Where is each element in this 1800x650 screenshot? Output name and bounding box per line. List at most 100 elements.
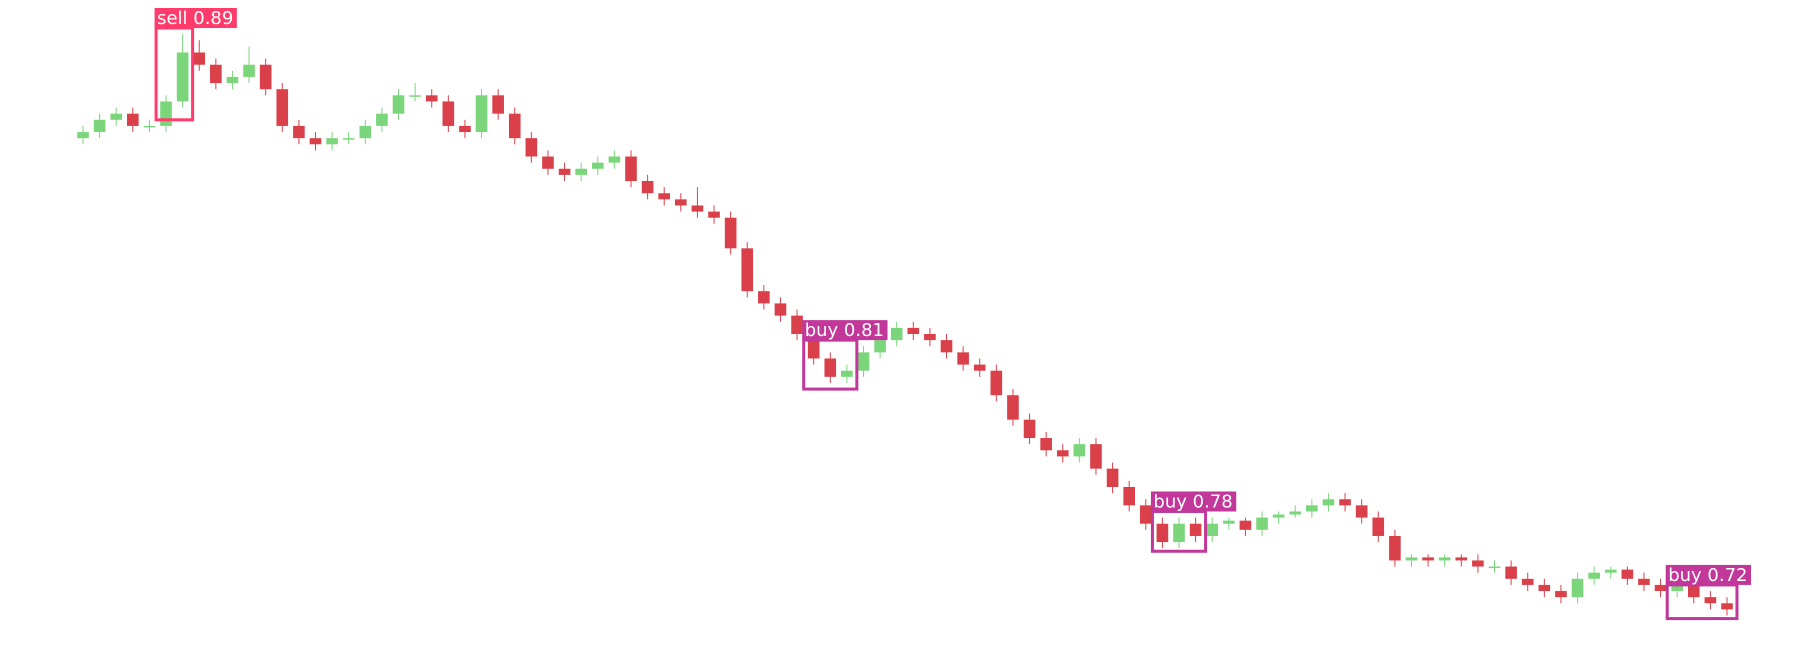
candle-body	[259, 64, 272, 90]
candle-body	[1704, 597, 1717, 604]
candle-body	[708, 211, 720, 218]
candle-body	[890, 327, 903, 341]
detection-label-bg	[802, 320, 888, 341]
candle-body	[641, 181, 654, 194]
candle-body	[1223, 520, 1235, 524]
candle-body	[1505, 566, 1517, 579]
candle-body	[1355, 505, 1368, 518]
candle-body	[1090, 444, 1102, 469]
candle-body	[973, 364, 986, 371]
candle-body	[990, 370, 1003, 396]
candle-body	[1555, 591, 1567, 598]
candle-body	[1521, 578, 1534, 585]
candle-body	[276, 89, 289, 126]
candle-body	[1239, 520, 1252, 530]
candle-body	[342, 138, 355, 140]
candle-body	[1488, 566, 1501, 569]
candle-body	[1422, 557, 1434, 561]
candle-body	[841, 370, 853, 377]
candle-body	[741, 248, 754, 292]
candle-body	[226, 76, 239, 84]
candle-body	[210, 64, 222, 84]
candle-body	[160, 101, 172, 126]
candle-body	[1654, 584, 1667, 592]
candle-body	[924, 334, 936, 341]
detection-label-bg	[154, 8, 237, 28]
candle-body	[691, 205, 704, 212]
detection-label: buy 0.81	[805, 320, 884, 341]
candle-body	[425, 95, 438, 102]
candle-body	[143, 125, 156, 128]
candle-body	[1438, 557, 1451, 561]
candle-body	[542, 156, 554, 169]
detection-label: buy 0.78	[1153, 491, 1232, 512]
candle-body	[1405, 557, 1418, 561]
candle-body	[724, 217, 737, 249]
candle-body	[1721, 603, 1733, 610]
candle-body	[243, 64, 255, 77]
candle-body	[309, 138, 322, 145]
candle-body	[1106, 468, 1119, 487]
candle-body	[1372, 517, 1385, 536]
candle-body	[774, 303, 787, 316]
candle-body	[1123, 487, 1135, 506]
candle-body	[293, 125, 305, 139]
candle-body	[558, 168, 571, 175]
candle-body	[392, 95, 405, 114]
detection-label-bg	[1150, 491, 1237, 512]
candle-body	[1056, 450, 1069, 457]
candle-body	[193, 52, 206, 65]
candle-body	[127, 113, 139, 126]
candle-body	[857, 352, 870, 371]
candle-body	[791, 315, 803, 334]
candle-body	[874, 340, 886, 353]
candle-body	[1139, 505, 1152, 524]
candle-body	[1638, 578, 1650, 585]
candle-body	[1322, 499, 1335, 506]
candle-body	[1073, 444, 1086, 457]
candle-body	[807, 334, 820, 359]
candle-body	[326, 138, 338, 145]
candle-body	[525, 138, 538, 157]
candle-body	[1173, 523, 1185, 543]
candle-body	[409, 95, 421, 97]
candle-body	[824, 358, 837, 377]
candle-body	[1023, 419, 1036, 439]
candle-body	[93, 119, 106, 133]
candle-body	[442, 101, 455, 126]
candle-body	[1007, 395, 1019, 420]
candle-body	[1588, 572, 1600, 579]
candle-body	[1189, 523, 1202, 536]
candle-body	[475, 95, 488, 133]
candle-body	[1621, 569, 1634, 579]
candle-body	[907, 327, 920, 334]
candle-body	[625, 156, 637, 181]
candle-body	[110, 113, 123, 120]
candle-body	[508, 113, 521, 139]
detection-label: sell 0.89	[157, 8, 233, 29]
candle-body	[359, 125, 372, 139]
candle-body	[957, 352, 969, 365]
candle-body	[492, 95, 504, 114]
candle-body	[1339, 499, 1351, 506]
candle-body	[1389, 535, 1401, 561]
candle-body	[1289, 511, 1302, 515]
candle-body	[1538, 584, 1551, 592]
candle-body	[575, 168, 587, 175]
candle-body	[1040, 438, 1052, 451]
detection-label-bg	[1665, 564, 1752, 585]
candle-body	[1272, 514, 1285, 518]
candle-body	[1256, 517, 1268, 530]
candle-body	[591, 162, 604, 169]
candle-body	[459, 125, 471, 133]
candle-body	[758, 291, 770, 304]
candle-body	[940, 340, 953, 353]
candle-body	[608, 156, 621, 163]
candle-body	[1306, 505, 1318, 512]
candle-body	[1604, 569, 1617, 573]
candle-body	[1455, 557, 1468, 561]
candle-body	[675, 199, 687, 206]
candle-body	[77, 132, 89, 139]
candle-body	[1156, 523, 1169, 543]
candle-body	[658, 193, 671, 200]
